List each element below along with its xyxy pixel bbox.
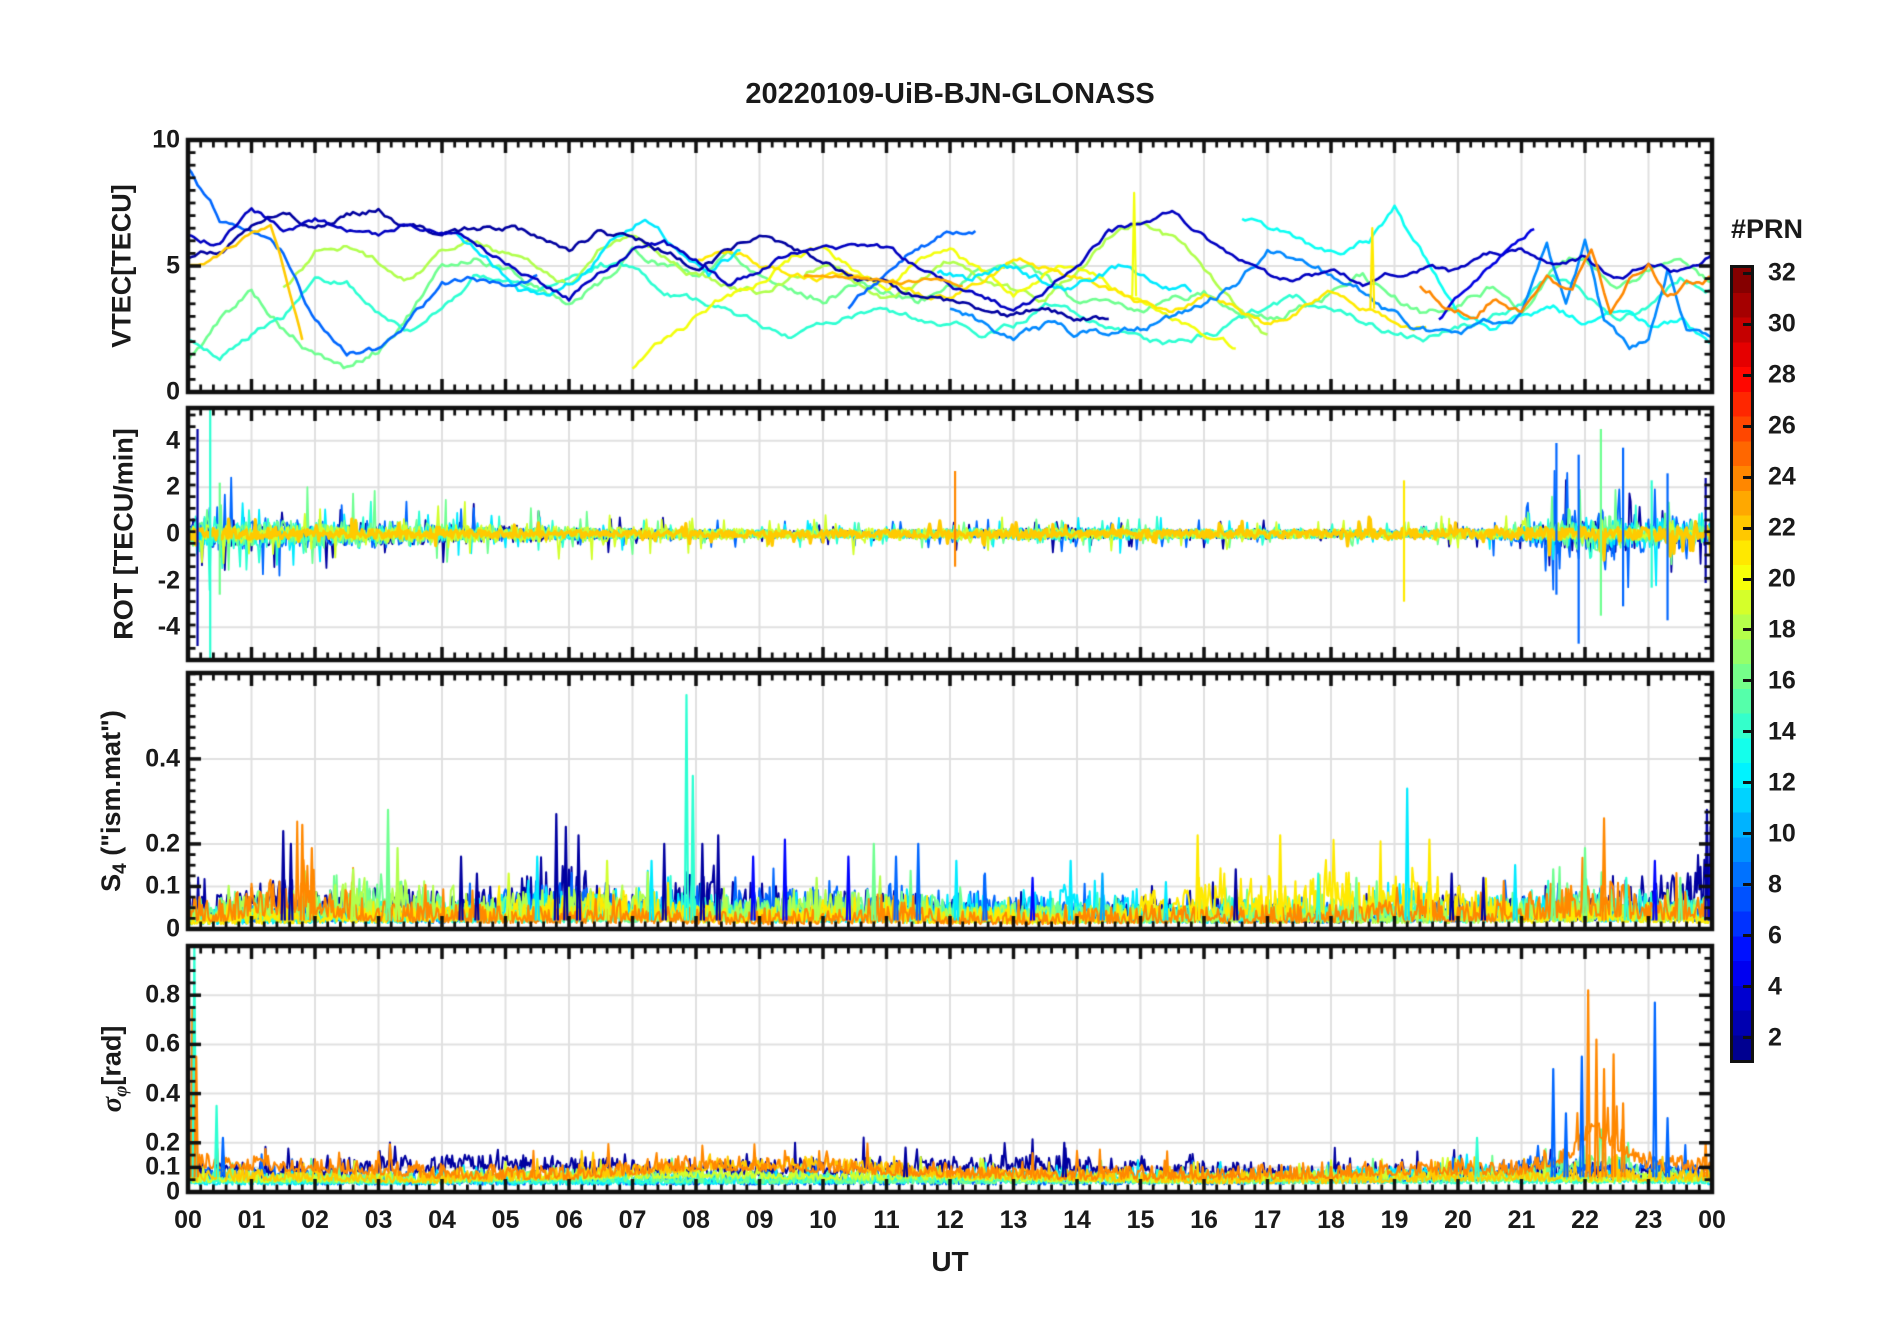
colorbar-tick-label: 22: [1768, 513, 1796, 542]
rot-y-tick-label: 0: [166, 519, 180, 548]
sigma-phi-axis-label: σφ[rad]: [95, 1026, 132, 1113]
s4-y-tick-label: 0.4: [145, 744, 180, 773]
colorbar-tick-label: 2: [1768, 1023, 1782, 1052]
x-tick-label: 21: [1507, 1206, 1536, 1234]
colorbar-tick: [1743, 781, 1751, 785]
sigma_phi-y-tick-label: 0.2: [145, 1128, 180, 1157]
ut-axis-label: UT: [931, 1246, 969, 1277]
colorbar-tick: [1743, 628, 1751, 632]
s4-label-rest: ("ism.mat"): [95, 710, 126, 864]
colorbar-gradient: [1733, 268, 1751, 1060]
sigma_phi-y-tick-label: 0.6: [145, 1029, 180, 1058]
x-tick-label: 02: [301, 1206, 329, 1234]
rot-panel-canvas: [178, 398, 1722, 670]
colorbar-tick: [1743, 934, 1751, 938]
phi-subscript: φ: [110, 1085, 132, 1097]
colorbar-tick-label: 10: [1768, 819, 1796, 848]
x-tick-label: 06: [555, 1206, 583, 1234]
colorbar-tick-label: 8: [1768, 870, 1782, 899]
colorbar-tick-label: 12: [1768, 768, 1796, 797]
sigma-glyph: σ: [95, 1096, 128, 1113]
colorbar-tick-label: 28: [1768, 360, 1796, 389]
sigma-label-rest: [rad]: [96, 1025, 127, 1086]
x-tick-label: 17: [1253, 1206, 1282, 1234]
prn-colorbar-title: #PRN: [1730, 214, 1804, 244]
x-tick-label: 01: [237, 1206, 266, 1234]
x-tick-label: 00: [174, 1206, 202, 1234]
x-tick-label: 09: [745, 1206, 774, 1234]
vtec-y-tick-label: 0: [166, 377, 180, 406]
rot-y-tick-label: 2: [166, 472, 180, 501]
sigma_phi-y-tick-label: 0: [166, 1177, 180, 1206]
rot-y-tick-label: -4: [157, 612, 180, 641]
vtec-panel-canvas: [178, 130, 1722, 402]
colorbar-tick-label: 18: [1768, 615, 1796, 644]
s4-label-sub: 4: [110, 863, 132, 874]
colorbar-tick-label: 14: [1768, 717, 1796, 746]
x-tick-label: 04: [428, 1206, 456, 1234]
x-tick-label: 23: [1634, 1206, 1663, 1234]
x-tick-label: 12: [936, 1206, 964, 1234]
s4-y-tick-label: 0: [166, 914, 180, 943]
colorbar-tick-label: 16: [1768, 666, 1796, 695]
colorbar-tick: [1743, 373, 1751, 377]
colorbar-tick: [1743, 730, 1751, 734]
colorbar-tick-label: 4: [1768, 972, 1782, 1001]
s4-y-tick-label: 0.2: [145, 829, 180, 858]
colorbar-tick: [1743, 322, 1751, 326]
x-tick-label: 03: [364, 1206, 393, 1234]
sigma_phi-y-tick-label: 0.4: [145, 1079, 180, 1108]
colorbar-tick-label: 26: [1768, 411, 1796, 440]
colorbar-tick-label: 32: [1768, 258, 1796, 287]
colorbar-tick: [1743, 1036, 1751, 1040]
colorbar-tick: [1743, 832, 1751, 836]
figure-title: 20220109-UiB-BJN-GLONASS: [745, 78, 1155, 110]
x-tick-label: 00: [1698, 1206, 1726, 1234]
s4-label-main: S: [95, 873, 126, 892]
colorbar-tick-label: 30: [1768, 309, 1796, 338]
x-tick-label: 08: [682, 1206, 710, 1234]
x-tick-label: 15: [1126, 1206, 1155, 1234]
s4-axis-label: S4 ("ism.mat"): [96, 710, 132, 892]
colorbar-tick: [1743, 271, 1751, 275]
colorbar-tick-label: 6: [1768, 921, 1782, 950]
colorbar-tick: [1743, 526, 1751, 530]
x-tick-label: 05: [491, 1206, 520, 1234]
x-tick-label: 11: [873, 1206, 900, 1234]
x-tick-label: 14: [1063, 1206, 1091, 1234]
colorbar-tick: [1743, 424, 1751, 428]
vtec-y-tick-label: 5: [166, 251, 180, 280]
rot-axis-label: ROT [TECU/min]: [108, 428, 139, 640]
x-tick-label: 07: [618, 1206, 647, 1234]
prn-colorbar: [1730, 265, 1754, 1063]
rot-y-tick-label: 4: [166, 426, 180, 455]
x-tick-label: 20: [1444, 1206, 1472, 1234]
x-tick-label: 16: [1190, 1206, 1218, 1234]
x-tick-label: 19: [1380, 1206, 1409, 1234]
sigma_phi-y-tick-label: 0.1: [145, 1152, 180, 1181]
sigma_phi-y-tick-label: 0.8: [145, 980, 180, 1009]
s4-y-tick-label: 0.1: [145, 871, 180, 900]
s4-panel-canvas: [178, 663, 1722, 939]
vtec-axis-label: VTEC[TECU]: [106, 184, 137, 348]
colorbar-tick: [1743, 883, 1751, 887]
rot-y-tick-label: -2: [157, 566, 180, 595]
vtec-y-tick-label: 10: [152, 125, 180, 154]
colorbar-tick: [1743, 475, 1751, 479]
x-tick-label: 18: [1317, 1206, 1345, 1234]
x-tick-label: 22: [1571, 1206, 1599, 1234]
colorbar-tick-label: 24: [1768, 462, 1796, 491]
colorbar-tick: [1743, 985, 1751, 989]
sigma-phi-panel-canvas: [178, 936, 1722, 1202]
colorbar-tick: [1743, 679, 1751, 683]
x-tick-label: 10: [809, 1206, 837, 1234]
colorbar-tick: [1743, 577, 1751, 581]
x-tick-label: 13: [999, 1206, 1028, 1234]
colorbar-tick-label: 20: [1768, 564, 1796, 593]
